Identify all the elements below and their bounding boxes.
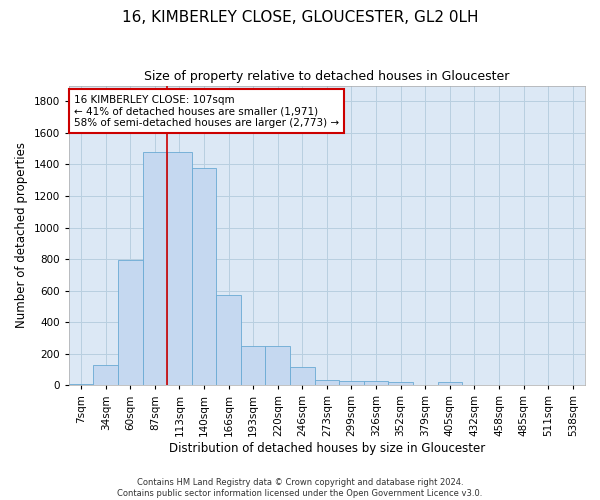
Bar [265,346,290,386]
Bar [143,152,167,386]
Bar [437,382,462,386]
Bar [241,346,265,386]
Bar [217,296,241,386]
Bar [167,152,192,386]
Text: Contains HM Land Registry data © Crown copyright and database right 2024.
Contai: Contains HM Land Registry data © Crown c… [118,478,482,498]
Bar [339,380,364,386]
Bar [314,380,339,386]
Bar [94,365,118,386]
Bar [69,384,94,386]
Bar [192,168,217,386]
Y-axis label: Number of detached properties: Number of detached properties [15,142,28,328]
Title: Size of property relative to detached houses in Gloucester: Size of property relative to detached ho… [144,70,509,83]
Bar [364,380,388,386]
X-axis label: Distribution of detached houses by size in Gloucester: Distribution of detached houses by size … [169,442,485,455]
Bar [118,260,143,386]
Bar [290,367,314,386]
Text: 16, KIMBERLEY CLOSE, GLOUCESTER, GL2 0LH: 16, KIMBERLEY CLOSE, GLOUCESTER, GL2 0LH [122,10,478,25]
Bar [388,382,413,386]
Text: 16 KIMBERLEY CLOSE: 107sqm
← 41% of detached houses are smaller (1,971)
58% of s: 16 KIMBERLEY CLOSE: 107sqm ← 41% of deta… [74,94,339,128]
